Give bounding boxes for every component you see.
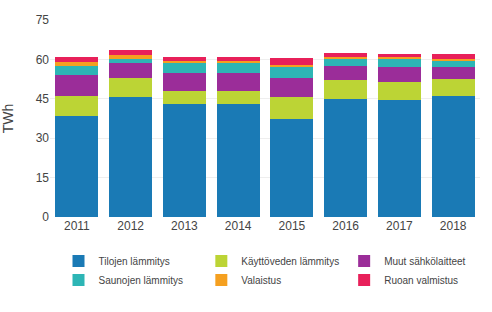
svg-text:Valaistus: Valaistus	[241, 275, 281, 286]
svg-text:15: 15	[36, 171, 50, 185]
svg-text:2011: 2011	[64, 219, 90, 233]
svg-text:2012: 2012	[117, 219, 144, 233]
svg-text:75: 75	[36, 13, 50, 27]
svg-text:2016: 2016	[332, 219, 359, 233]
svg-text:2015: 2015	[279, 219, 306, 233]
svg-text:TWh: TWh	[0, 104, 16, 134]
svg-text:2014: 2014	[225, 219, 252, 233]
svg-text:0: 0	[42, 210, 49, 224]
svg-text:2013: 2013	[171, 219, 198, 233]
svg-text:2017: 2017	[386, 219, 413, 233]
svg-text:Saunojen lämmitys: Saunojen lämmitys	[99, 275, 183, 286]
svg-text:Käyttöveden lämmitys: Käyttöveden lämmitys	[241, 256, 339, 267]
svg-text:Muut sähkölaitteet: Muut sähkölaitteet	[384, 256, 465, 267]
svg-text:2018: 2018	[440, 219, 467, 233]
svg-text:45: 45	[36, 92, 50, 106]
svg-text:Tilojen lämmitys: Tilojen lämmitys	[99, 256, 170, 267]
svg-text:30: 30	[36, 131, 50, 145]
svg-text:60: 60	[36, 53, 50, 67]
svg-text:Ruoan valmistus: Ruoan valmistus	[384, 275, 458, 286]
